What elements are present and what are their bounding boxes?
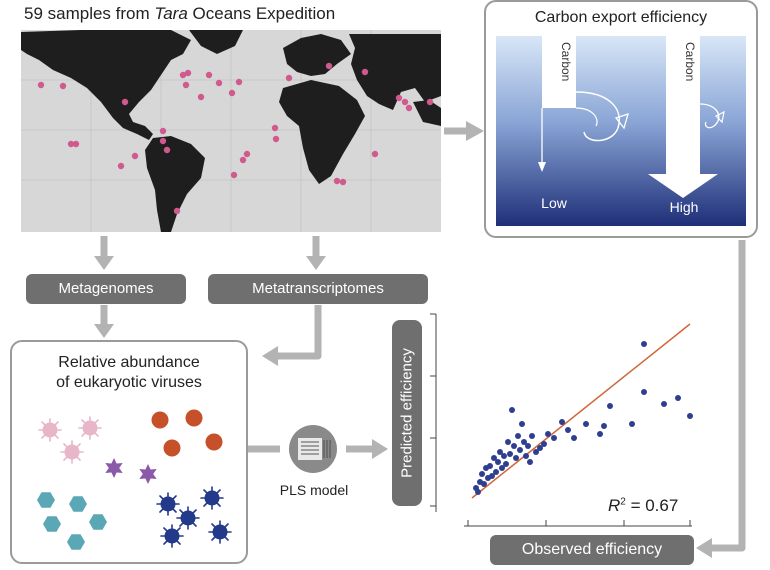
low-flow-arrow (542, 36, 576, 108)
carbon-to-observed-arrow (710, 240, 746, 552)
continents (21, 30, 441, 232)
pink-virus-group (38, 416, 102, 464)
teal-virus-group (37, 492, 107, 550)
r-squared-value: = 0.67 (625, 496, 679, 515)
purple-virus-group (105, 458, 157, 484)
low-label: Low (541, 195, 568, 211)
virus-panel-title: Relative abundance of eukaryotic viruses (10, 353, 248, 393)
pls-model-label: PLS model (279, 482, 349, 498)
virus-icons (37, 409, 232, 550)
r-squared-symbol: R (608, 496, 621, 515)
metagenomes-label: Metagenomes (26, 274, 186, 304)
map-title-prefix: 59 samples from (24, 4, 155, 23)
scatter-plot (430, 313, 693, 527)
regression-line (471, 323, 691, 499)
world-map (21, 30, 441, 232)
orange-virus-group (151, 409, 223, 457)
metatranscriptomes-label: Metatranscriptomes (208, 274, 428, 304)
carbon-flow-label-high: Carbon (683, 42, 697, 81)
axes (430, 313, 692, 527)
carbon-flow-label-low: Carbon (559, 42, 573, 81)
pls-model-icon (289, 425, 337, 473)
high-flow-arrow (648, 36, 718, 198)
carbon-panel-title: Carbon export efficiency (534, 9, 708, 26)
metatranscriptomes-to-panel-arrow (276, 305, 322, 360)
carbon-export-diagram: Carbon Carbon Low High (496, 36, 746, 226)
scatter-points (473, 341, 693, 495)
r-squared-exponent: 2 (620, 496, 626, 508)
observed-efficiency-label: Observed efficiency (490, 535, 694, 565)
predicted-efficiency-label: Predicted efficiency (392, 320, 422, 506)
virus-panel-title-line1: Relative abundance (58, 354, 200, 371)
r-squared-label: R2 = 0.67 (608, 496, 678, 516)
sample-points (37, 62, 434, 215)
map-title: 59 samples from Tara Oceans Expedition (24, 4, 335, 24)
map-title-italic: Tara (154, 4, 188, 23)
high-label: High (670, 199, 699, 215)
virus-panel-title-line2: of eukaryotic viruses (56, 374, 202, 391)
navy-virus-group (156, 486, 232, 548)
map-title-suffix: Oceans Expedition (187, 4, 336, 23)
